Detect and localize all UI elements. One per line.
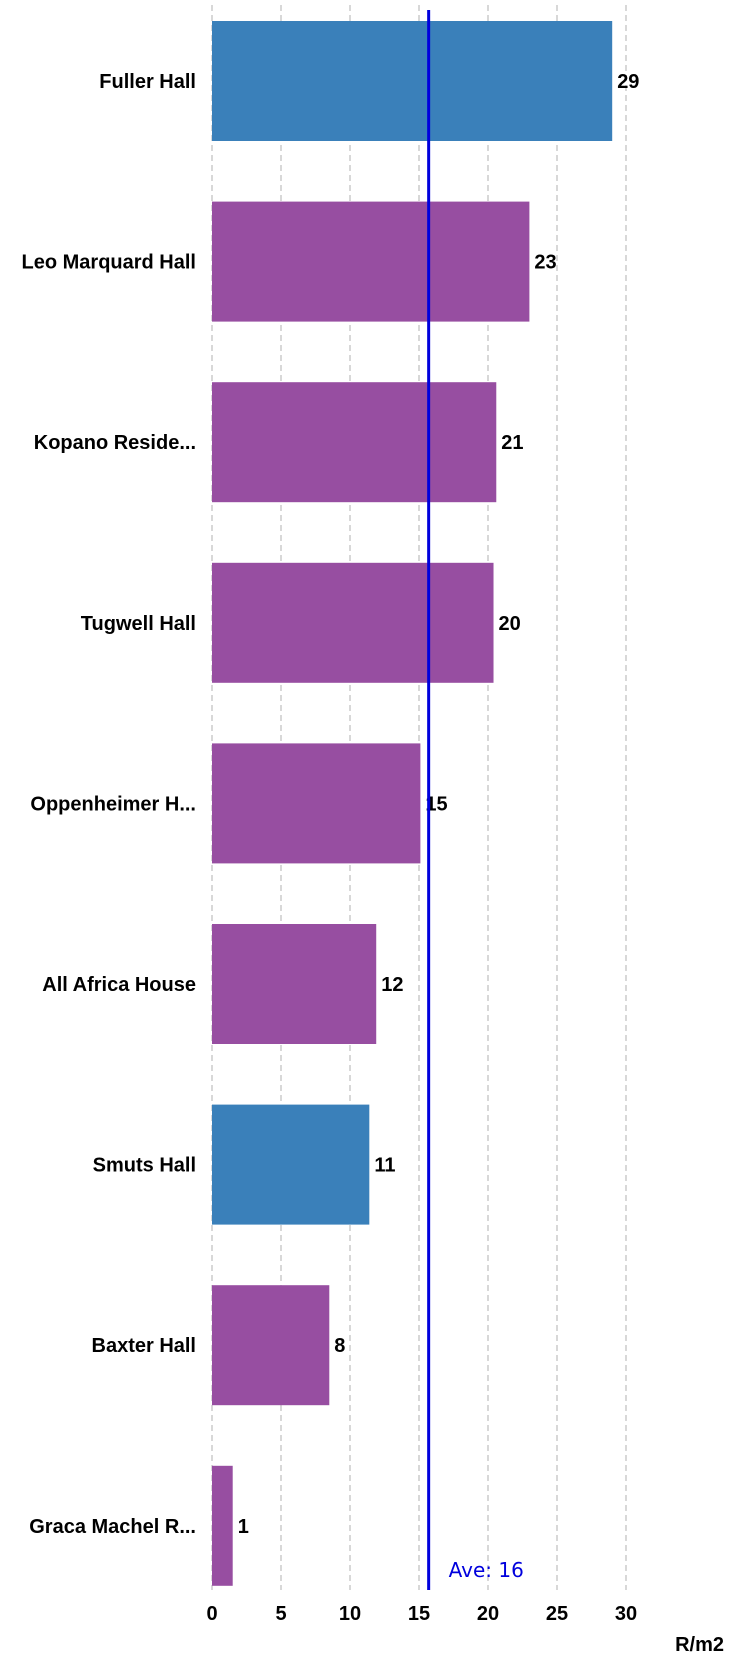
category-labels: Fuller Hall Leo Marquard Hall Kopano Resid… — [22, 71, 196, 1538]
category-label-3: Tugwell Hall — [81, 613, 196, 635]
bars — [212, 21, 613, 1586]
bar-0[interactable] — [212, 21, 613, 141]
value-label-6: 11 — [374, 1155, 395, 1177]
category-label-5: All Africa House — [42, 974, 196, 996]
bar-4[interactable] — [212, 743, 421, 864]
category-label-0: Fuller Hall — [99, 71, 196, 93]
bar-8[interactable] — [212, 1465, 233, 1586]
value-label-5: 12 — [381, 974, 403, 996]
average-label: Ave: 16 — [449, 1558, 524, 1582]
value-labels: 29 23 21 20 15 12 11 8 1 — [238, 71, 640, 1538]
category-label-2: Kopano Reside... — [34, 432, 196, 454]
bar-1[interactable] — [212, 201, 530, 322]
x-tick-label-30: 30 — [615, 1603, 637, 1625]
x-tick-label-10: 10 — [339, 1603, 361, 1625]
category-label-7: Baxter Hall — [92, 1335, 197, 1357]
bar-3[interactable] — [212, 562, 494, 683]
bar-6[interactable] — [212, 1104, 370, 1225]
bar-2[interactable] — [212, 382, 497, 503]
value-label-4: 15 — [425, 793, 447, 815]
value-label-0: 29 — [617, 71, 639, 93]
category-label-1: Leo Marquard Hall — [22, 252, 196, 274]
x-tick-label-5: 5 — [275, 1603, 286, 1625]
category-label-6: Smuts Hall — [93, 1155, 196, 1177]
value-label-8: 1 — [238, 1516, 249, 1538]
x-tick-label-0: 0 — [206, 1603, 217, 1625]
bar-5[interactable] — [212, 924, 377, 1044]
value-label-7: 8 — [334, 1335, 345, 1357]
x-tick-label-20: 20 — [477, 1603, 499, 1625]
x-tick-label-15: 15 — [408, 1603, 430, 1625]
value-label-2: 21 — [501, 432, 523, 454]
x-axis-ticks: 0 5 10 15 20 25 30 — [206, 1603, 637, 1625]
x-tick-label-25: 25 — [546, 1603, 568, 1625]
value-label-3: 20 — [499, 613, 521, 635]
value-label-1: 23 — [534, 252, 556, 274]
bar-7[interactable] — [212, 1285, 330, 1406]
x-axis-unit-label: R/m2 — [675, 1634, 724, 1656]
category-label-4: Oppenheimer H... — [30, 793, 196, 815]
category-label-8: Graca Machel R... — [29, 1516, 196, 1538]
